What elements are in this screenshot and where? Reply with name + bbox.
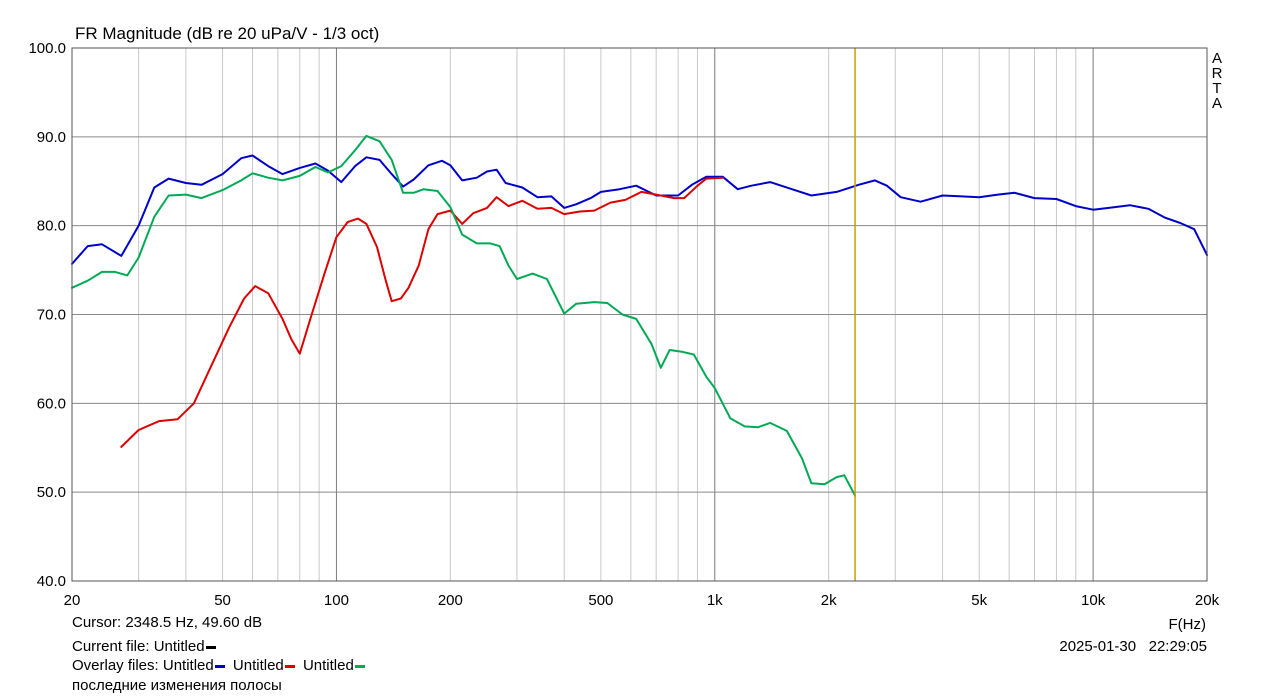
overlay-files-label: Overlay files: bbox=[72, 657, 159, 674]
x-tick-label: 100 bbox=[324, 592, 349, 609]
x-tick-label: 50 bbox=[214, 592, 231, 609]
x-tick-label: 2k bbox=[821, 592, 837, 609]
y-tick-label: 100.0 bbox=[28, 40, 66, 57]
y-tick-label: 60.0 bbox=[37, 395, 66, 412]
overlay-file-name: Untitled bbox=[162, 657, 214, 674]
x-tick-label: 1k bbox=[707, 592, 723, 609]
overlay-files-row: Overlay files: Untitled Untitled Untitle… bbox=[72, 657, 369, 675]
current-file-name: Untitled bbox=[153, 638, 205, 655]
watermark-letter: A bbox=[1212, 50, 1222, 67]
plot-frame bbox=[71, 47, 1208, 582]
watermark-letter: A bbox=[1212, 95, 1222, 112]
x-tick-label: 5k bbox=[971, 592, 987, 609]
overlay-swatch-red bbox=[284, 664, 295, 668]
chart-title: FR Magnitude (dB re 20 uPa/V - 1/3 oct) bbox=[75, 24, 379, 43]
x-tick-label: 20k bbox=[1195, 592, 1220, 609]
series-line bbox=[120, 176, 724, 448]
current-file-row: Current file: Untitled bbox=[72, 638, 220, 656]
cursor-readout: Cursor: 2348.5 Hz, 49.60 dB bbox=[72, 614, 263, 631]
watermark-letter: R bbox=[1212, 65, 1223, 82]
overlay-swatch-green bbox=[354, 664, 365, 668]
y-tick-label: 50.0 bbox=[37, 484, 66, 501]
x-tick-label: 200 bbox=[438, 592, 463, 609]
note-text: последние изменения полосы bbox=[72, 677, 282, 694]
current-file-label: Current file: bbox=[72, 638, 150, 655]
axis-ticks: 20 50 100 200 500 1k 2k 5k 10k 20k 100.0 90.0 80.0 70… bbox=[28, 40, 1219, 609]
timestamp: 2025-01-30 22:29:05 bbox=[1059, 638, 1207, 655]
current-file-swatch bbox=[205, 645, 216, 649]
overlay-file-name: Untitled bbox=[302, 657, 354, 674]
series-layer bbox=[71, 134, 1208, 497]
overlay-swatch-blue bbox=[214, 664, 225, 668]
grid bbox=[72, 48, 1207, 581]
overlay-file-name: Untitled bbox=[232, 657, 284, 674]
x-tick-label: 500 bbox=[588, 592, 613, 609]
watermark-letter: T bbox=[1212, 80, 1221, 97]
y-tick-label: 70.0 bbox=[37, 307, 66, 324]
y-tick-label: 90.0 bbox=[37, 129, 66, 146]
series-line bbox=[71, 134, 857, 497]
y-tick-label: 40.0 bbox=[37, 573, 66, 590]
series-line bbox=[71, 154, 1208, 265]
x-tick-label: 20 bbox=[64, 592, 81, 609]
x-tick-label: 10k bbox=[1081, 592, 1106, 609]
x-axis-label: F(Hz) bbox=[1169, 616, 1207, 633]
y-tick-label: 80.0 bbox=[37, 218, 66, 235]
